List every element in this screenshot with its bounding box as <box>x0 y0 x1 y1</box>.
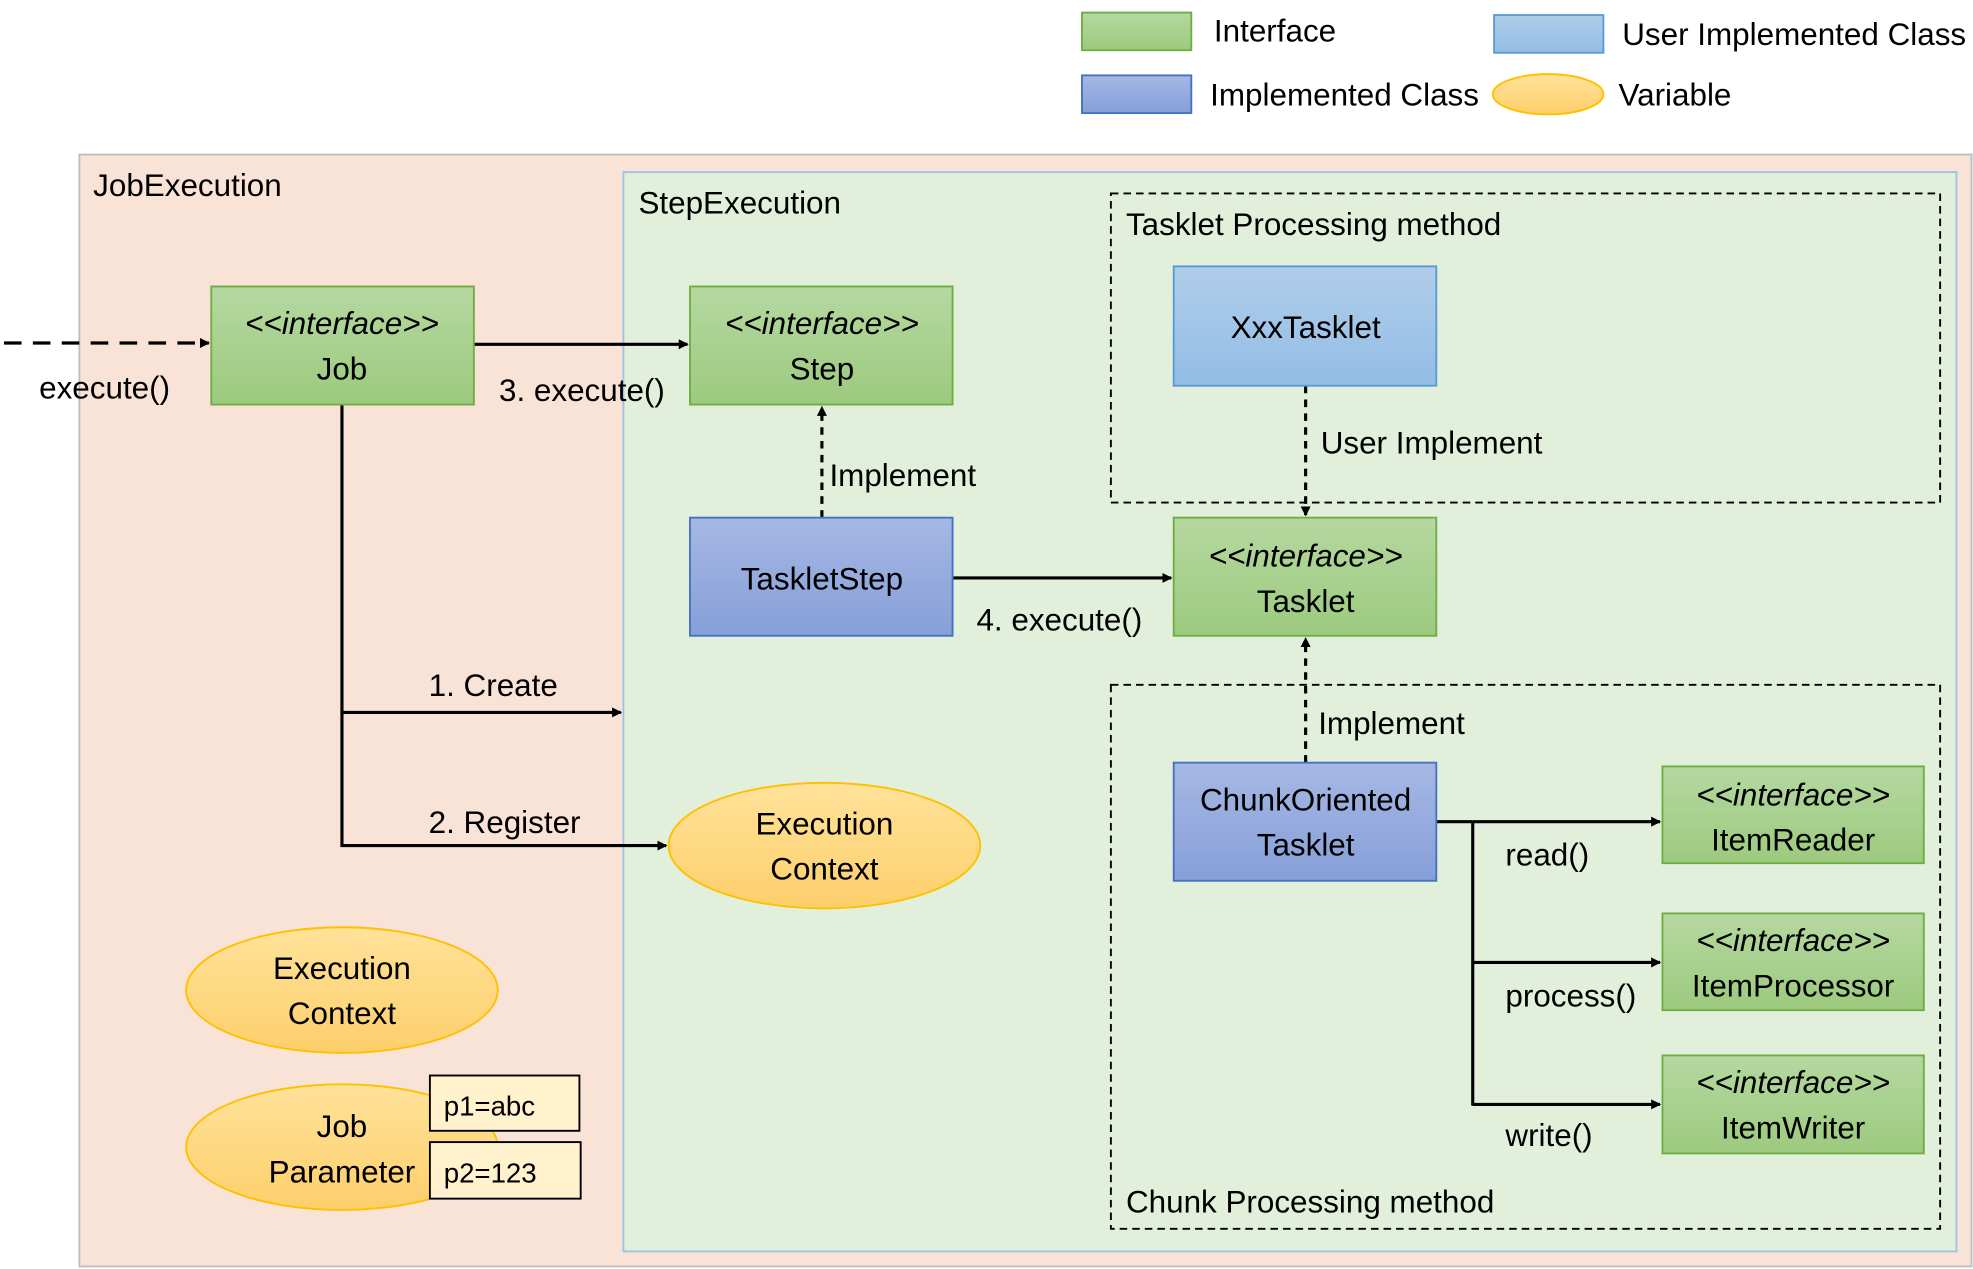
item-processor-name: ItemProcessor <box>1692 968 1894 1003</box>
xxx-tasklet-name: XxxTasklet <box>1231 310 1381 345</box>
implement-tasklet-label: Implement <box>1318 706 1465 741</box>
job-interface-node: <<interface>> Job <box>210 285 475 406</box>
job-execution-context-node: Execution Context <box>185 926 499 1054</box>
job-parameter-node: Job Parameter p1=abc p2=123 <box>185 1074 582 1211</box>
chunk-oriented-name-line1: ChunkOriented <box>1200 782 1411 817</box>
legend-implemented-label: Implemented Class <box>1210 78 1479 113</box>
tasklet-step-name: TaskletStep <box>741 561 903 596</box>
job-stereotype: <<interface>> <box>245 306 439 341</box>
item-writer-stereotype: <<interface>> <box>1696 1065 1890 1100</box>
chunk-method-group <box>1109 683 1942 1230</box>
tasklet-method-title: Tasklet Processing method <box>1126 207 1501 242</box>
chunk-method-title: Chunk Processing method <box>1126 1184 1494 1219</box>
legend-variable-swatch <box>1491 73 1605 116</box>
legend-implemented-swatch <box>1081 74 1193 115</box>
tasklet-method-group <box>1109 192 1942 504</box>
chunk-oriented-tasklet-node: ChunkOriented Tasklet <box>1172 761 1438 882</box>
legend-user-implemented-label: User Implemented Class <box>1622 17 1966 52</box>
tasklet-name: Tasklet <box>1257 584 1355 619</box>
step-name: Step <box>790 351 855 386</box>
step-interface-node: <<interface>> Step <box>689 285 954 406</box>
item-writer-name: ItemWriter <box>1721 1110 1865 1145</box>
tasklet-step-node: TaskletStep <box>689 516 954 637</box>
register-label: 2. Register <box>429 805 581 840</box>
create-label: 1. Create <box>429 668 558 703</box>
param-p1: p1=abc <box>444 1091 536 1122</box>
item-processor-node: <<interface>> ItemProcessor <box>1661 912 1925 1012</box>
edges: execute() 3. execute() 1. Create 2. Regi… <box>3 337 1662 1153</box>
step-context-line1: Execution <box>755 806 893 841</box>
user-implement-label: User Implement <box>1321 426 1543 461</box>
legend-user-implemented-swatch <box>1493 14 1605 54</box>
step-execution-context-node: Execution Context <box>667 781 982 910</box>
job-execution-title: JobExecution <box>93 168 282 203</box>
job-param-line2: Parameter <box>269 1154 416 1189</box>
item-reader-node: <<interface>> ItemReader <box>1661 765 1925 865</box>
legend-interface-label: Interface <box>1214 13 1336 48</box>
item-reader-stereotype: <<interface>> <box>1696 777 1890 812</box>
job-context-line1: Execution <box>273 951 411 986</box>
tasklet-interface-node: <<interface>> Tasklet <box>1172 516 1438 637</box>
implement-step-label: Implement <box>829 458 976 493</box>
step-execution-title: StepExecution <box>638 186 841 221</box>
legend-interface-swatch <box>1081 11 1193 52</box>
param-p2: p2=123 <box>444 1157 537 1188</box>
process-label: process() <box>1505 978 1636 1013</box>
execute-step-label: 3. execute() <box>499 373 665 408</box>
read-label: read() <box>1505 838 1589 873</box>
write-label: write() <box>1504 1118 1592 1153</box>
execute-tasklet-label: 4. execute() <box>976 603 1142 638</box>
job-context-line2: Context <box>288 996 397 1031</box>
external-execute-label: execute() <box>39 370 170 405</box>
step-stereotype: <<interface>> <box>725 306 919 341</box>
step-context-line2: Context <box>770 852 879 887</box>
item-processor-stereotype: <<interface>> <box>1696 923 1890 958</box>
xxx-tasklet-node: XxxTasklet <box>1172 265 1438 387</box>
job-param-line1: Job <box>317 1109 368 1144</box>
item-reader-name: ItemReader <box>1711 823 1875 858</box>
chunk-oriented-name-line2: Tasklet <box>1257 828 1355 863</box>
legend: Interface User Implemented Class Impleme… <box>1081 11 1966 116</box>
tasklet-stereotype: <<interface>> <box>1209 539 1403 574</box>
param-p2-box <box>428 1141 582 1200</box>
job-name: Job <box>317 351 368 386</box>
legend-variable-label: Variable <box>1618 78 1731 113</box>
item-writer-node: <<interface>> ItemWriter <box>1661 1054 1925 1155</box>
param-p1-box <box>428 1074 581 1132</box>
